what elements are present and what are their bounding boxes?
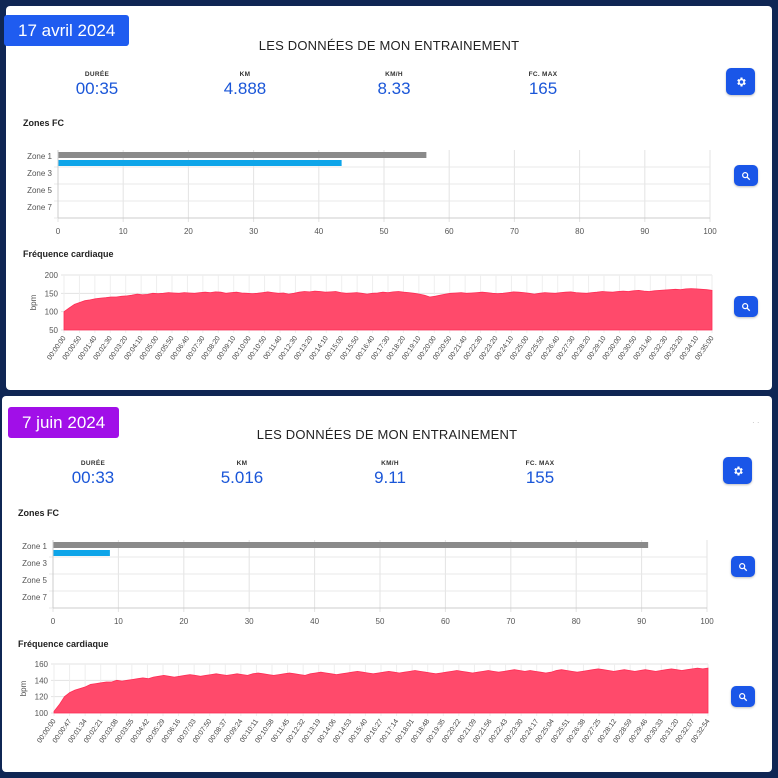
x-tick-label: 90 bbox=[637, 617, 646, 626]
x-tick-label: 30 bbox=[249, 227, 258, 236]
stat-label: KM bbox=[236, 460, 248, 467]
session-card-2: 7 juin 2024 LES DONNÉES DE MON ENTRAINEM… bbox=[2, 396, 772, 772]
y-tick-label: 200 bbox=[45, 271, 59, 280]
x-tick-label: 10 bbox=[114, 617, 123, 626]
stat-value: 8.33 bbox=[377, 79, 411, 98]
zones-title: Zones FC bbox=[18, 508, 60, 518]
stat-speed: KM/H 8.33 bbox=[354, 71, 434, 99]
stat-value: 4.888 bbox=[223, 79, 267, 98]
y-tick-label: Zone 5 bbox=[27, 186, 52, 195]
stat-speed: KM/H 9.11 bbox=[350, 460, 430, 488]
stat-distance: KM 5.016 bbox=[202, 460, 282, 488]
x-tick-label: 10 bbox=[119, 227, 128, 236]
zoom-button[interactable] bbox=[731, 686, 755, 707]
x-tick-label: 0 bbox=[56, 227, 61, 236]
zoom-button[interactable] bbox=[731, 556, 755, 577]
hr-title: Fréquence cardiaque bbox=[18, 639, 109, 649]
zone-bar bbox=[58, 160, 342, 166]
gear-icon bbox=[736, 77, 746, 86]
stat-label: DURÉE bbox=[84, 71, 110, 78]
stat-label: FC. MAX bbox=[528, 71, 558, 78]
y-axis-label: bpm bbox=[29, 294, 38, 310]
y-axis-label: bpm bbox=[19, 680, 28, 696]
stat-value: 00:35 bbox=[75, 79, 119, 98]
session-card-1: 17 avril 2024 LES DONNÉES DE MON ENTRAIN… bbox=[4, 6, 772, 390]
y-tick-label: Zone 1 bbox=[22, 542, 47, 551]
y-tick-label: 140 bbox=[35, 676, 49, 685]
x-tick-label: 80 bbox=[575, 227, 584, 236]
y-tick-label: Zone 3 bbox=[22, 559, 47, 568]
zones-chart: 0 10 20 30 40 50 60 70 80 90 100 Zone 1 Zone 3 Zone 5… bbox=[27, 150, 717, 236]
session-date-badge: 7 juin 2024 bbox=[8, 407, 120, 438]
session-date-badge: 17 avril 2024 bbox=[4, 15, 130, 46]
hr-title: Fréquence cardiaque bbox=[23, 249, 114, 259]
hr-area bbox=[53, 667, 709, 714]
zoom-button[interactable] bbox=[734, 296, 758, 317]
x-tick-label: 60 bbox=[441, 617, 450, 626]
stat-value: 9.11 bbox=[374, 468, 406, 487]
x-tick-label: 50 bbox=[376, 617, 385, 626]
y-tick-label: 50 bbox=[49, 326, 58, 335]
y-tick-label: 120 bbox=[35, 693, 49, 702]
stat-value: 155 bbox=[525, 468, 555, 487]
stat-label: KM/H bbox=[385, 71, 403, 78]
x-tick-label: 60 bbox=[445, 227, 454, 236]
y-tick-label: Zone 7 bbox=[22, 593, 47, 602]
y-tick-label: 160 bbox=[35, 660, 49, 669]
y-tick-label: 100 bbox=[45, 308, 59, 317]
search-icon bbox=[739, 562, 748, 571]
settings-button[interactable] bbox=[723, 457, 752, 484]
zone-bar bbox=[53, 550, 110, 556]
stat-hr-max: FC. MAX 165 bbox=[503, 71, 583, 99]
y-tick-label: Zone 7 bbox=[27, 203, 52, 212]
y-tick-label: 150 bbox=[45, 289, 59, 298]
gear-icon bbox=[733, 466, 743, 475]
zones-title: Zones FC bbox=[23, 118, 65, 128]
x-tick-label: 20 bbox=[184, 227, 193, 236]
stat-label: KM bbox=[239, 71, 251, 78]
stat-duration: DURÉE 00:35 bbox=[57, 71, 137, 99]
stat-label: FC. MAX bbox=[525, 460, 555, 467]
x-tick-label: 0 bbox=[51, 617, 56, 626]
x-tick-label: 80 bbox=[572, 617, 581, 626]
x-tick-label: 70 bbox=[510, 227, 519, 236]
x-tick-label: 90 bbox=[640, 227, 649, 236]
x-tick-label: 50 bbox=[380, 227, 389, 236]
y-tick-label: 100 bbox=[35, 709, 49, 718]
y-tick-label: Zone 1 bbox=[27, 152, 52, 161]
y-tick-label: Zone 3 bbox=[27, 169, 52, 178]
stat-hr-max: FC. MAX 155 bbox=[500, 460, 580, 488]
stat-duration: DURÉE 00:33 bbox=[53, 460, 133, 488]
more-icon[interactable]: · · bbox=[752, 418, 760, 427]
zone-bar bbox=[53, 542, 649, 548]
stat-value: 00:33 bbox=[71, 468, 115, 487]
x-tick-label: 20 bbox=[179, 617, 188, 626]
x-tick-label: 40 bbox=[314, 227, 323, 236]
x-tick-label: 40 bbox=[310, 617, 319, 626]
search-icon bbox=[739, 692, 748, 701]
zone-bar bbox=[58, 152, 427, 158]
session-title: LES DONNÉES DE MON ENTRAINEMENT bbox=[256, 427, 518, 442]
hr-area bbox=[63, 288, 713, 331]
search-icon bbox=[742, 302, 751, 311]
heart-rate-chart: 5010015020000:00:0000:00:5000:01:4000:02… bbox=[29, 271, 716, 361]
stat-label: DURÉE bbox=[80, 460, 106, 467]
settings-button[interactable] bbox=[726, 68, 755, 95]
x-tick-label: 100 bbox=[703, 227, 717, 236]
heart-rate-chart: 10012014016000:00:0000:00:4700:01:3400:0… bbox=[19, 660, 712, 744]
y-tick-label: Zone 5 bbox=[22, 576, 47, 585]
stat-label: KM/H bbox=[381, 460, 399, 467]
x-tick-label: 30 bbox=[245, 617, 254, 626]
stat-distance: KM 4.888 bbox=[205, 71, 285, 99]
x-tick-label: 70 bbox=[506, 617, 515, 626]
zoom-button[interactable] bbox=[734, 165, 758, 186]
stat-value: 5.016 bbox=[220, 468, 264, 487]
search-icon bbox=[742, 171, 751, 180]
x-tick-label: 100 bbox=[700, 617, 714, 626]
zones-chart: 0 10 20 30 40 50 60 70 80 90 100 Zone 1 Zone 3 Zone 5… bbox=[22, 540, 714, 626]
stat-value: 165 bbox=[528, 79, 558, 98]
session-title: LES DONNÉES DE MON ENTRAINEMENT bbox=[258, 38, 520, 53]
